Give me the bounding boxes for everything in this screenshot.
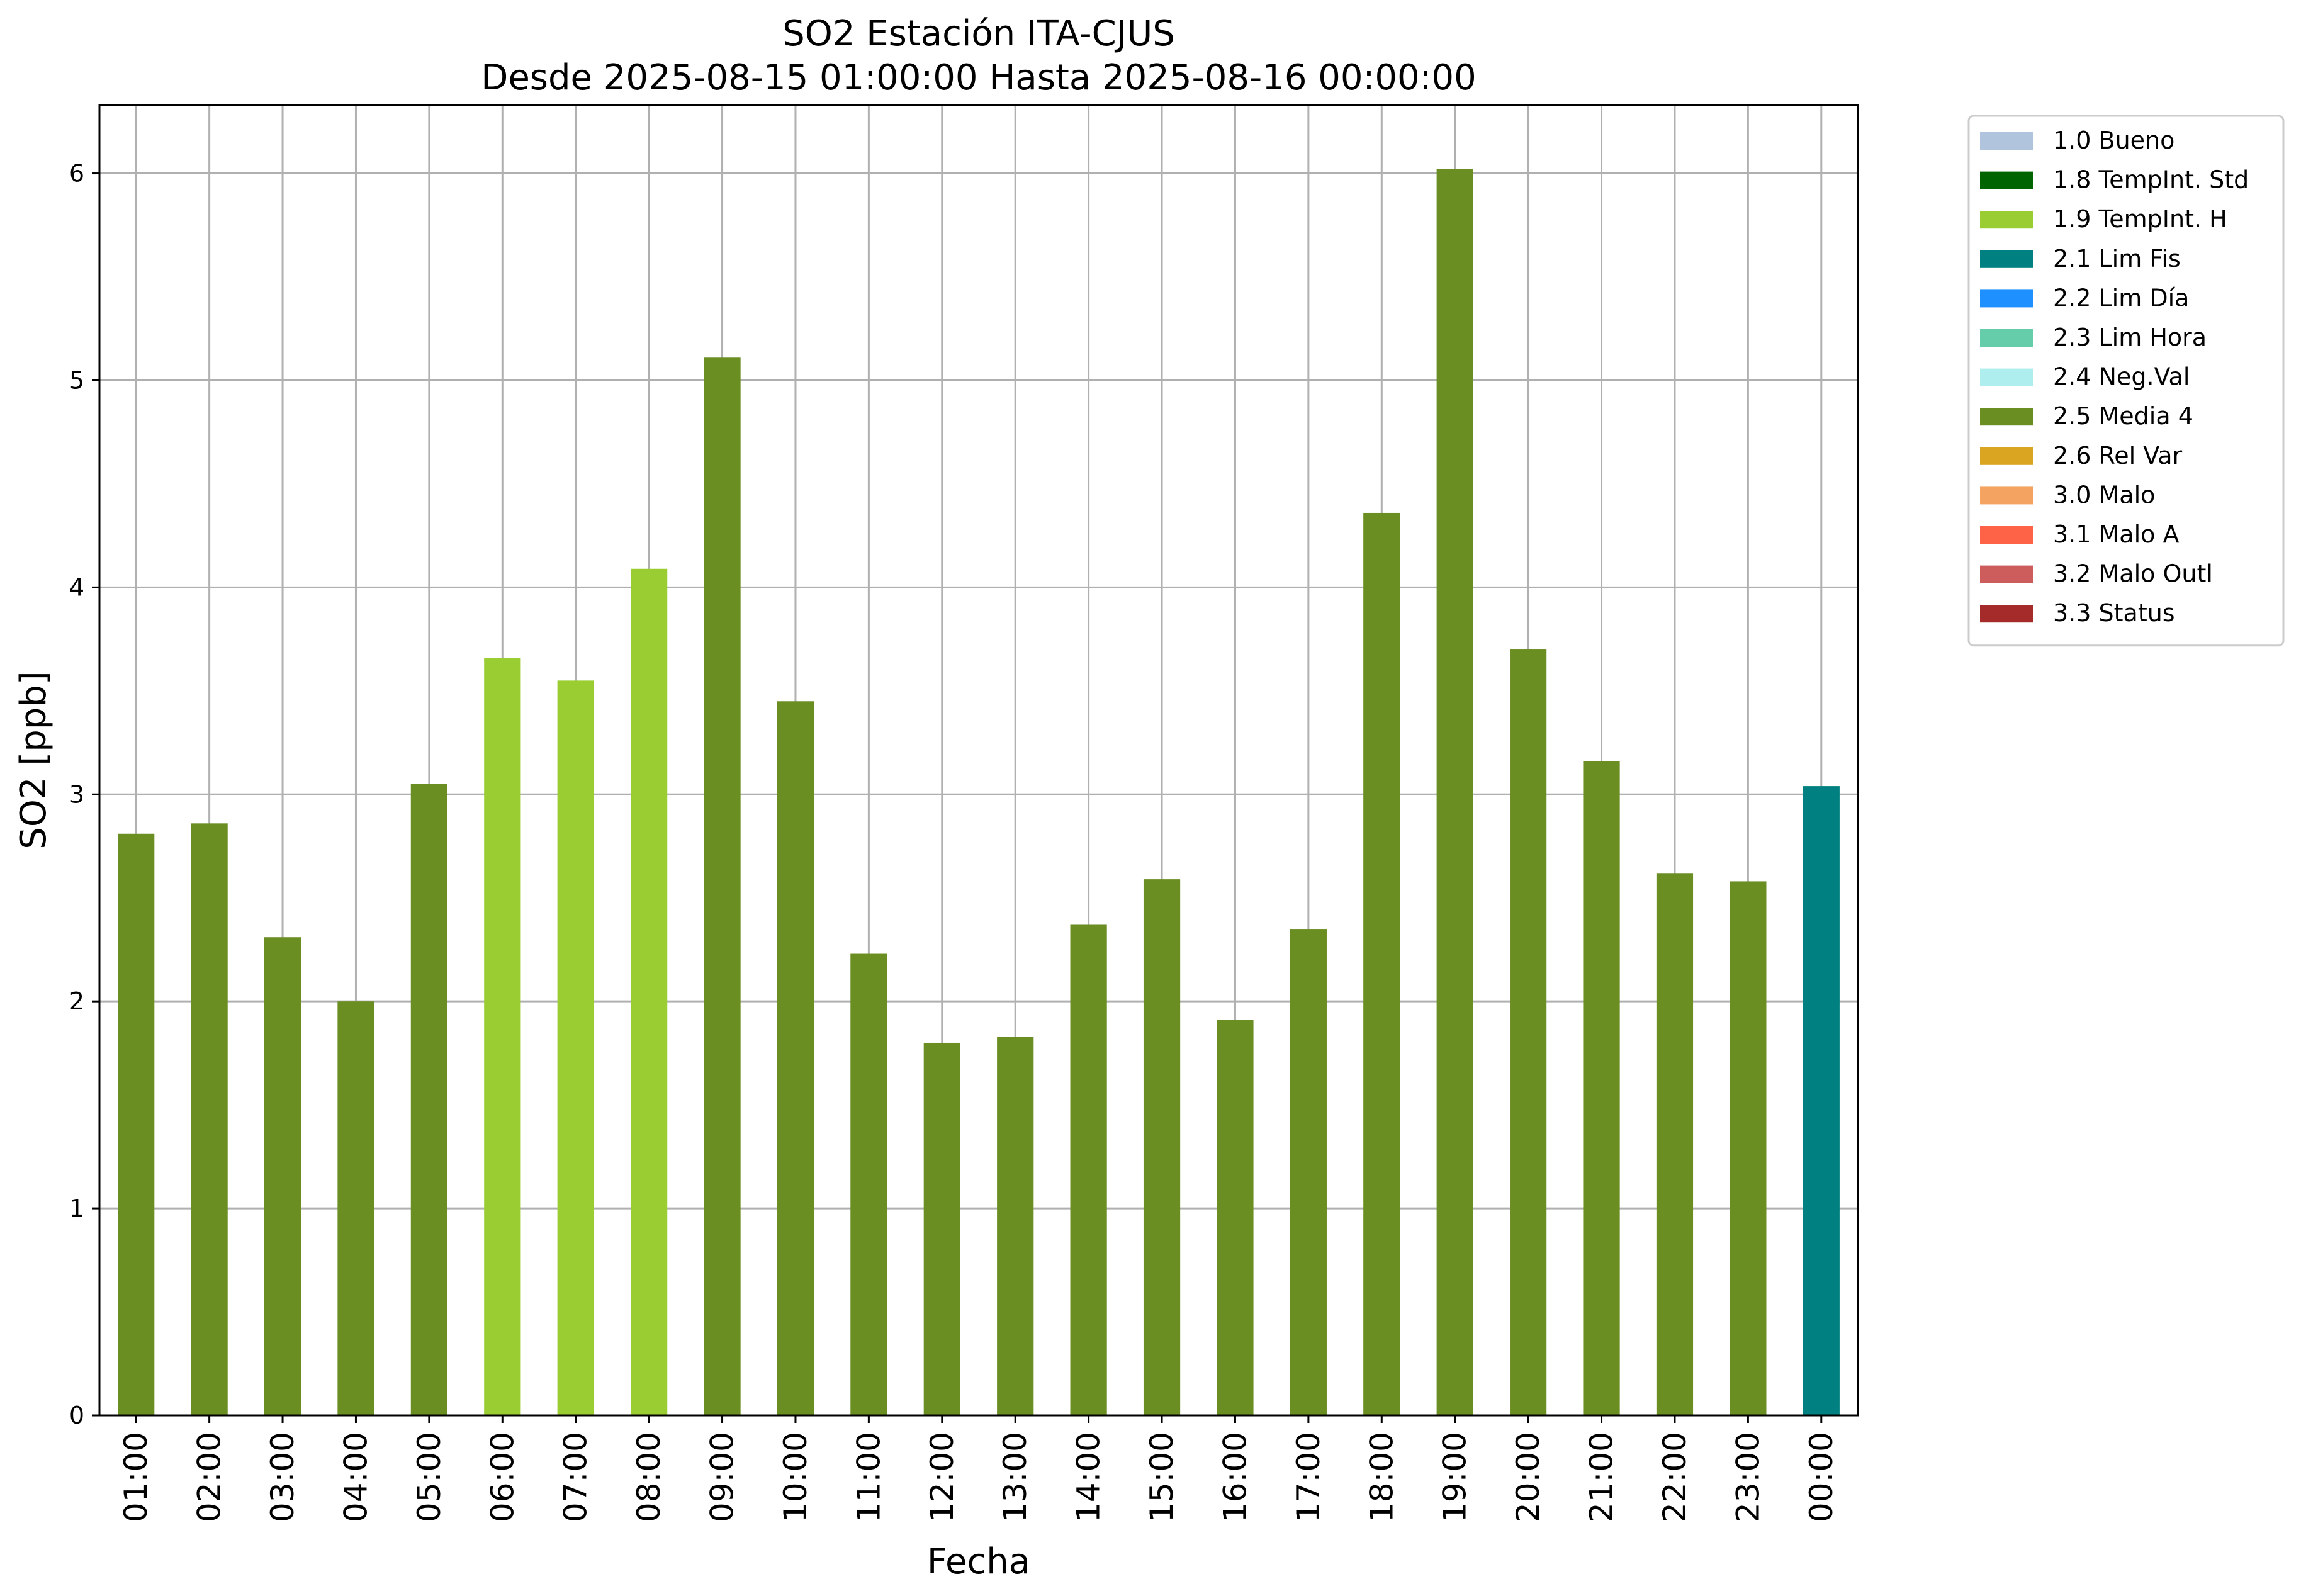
bars xyxy=(118,169,1840,1415)
legend-label: 1.8 TempInt. Std xyxy=(2053,166,2249,194)
x-tick-label: 17:00 xyxy=(1290,1432,1327,1522)
x-tick-label: 07:00 xyxy=(558,1432,594,1522)
y-tick-label: 0 xyxy=(69,1402,84,1429)
legend-box xyxy=(1967,115,2285,647)
legend-swatch xyxy=(1980,408,2033,426)
legend-label: 3.3 Status xyxy=(2053,599,2175,627)
bar-0400 xyxy=(337,1001,374,1415)
legend-label: 1.0 Bueno xyxy=(2053,126,2174,154)
x-tick-label: 18:00 xyxy=(1363,1432,1400,1522)
x-tick-label: 06:00 xyxy=(484,1432,520,1522)
bar-1000 xyxy=(777,701,814,1415)
legend-swatch xyxy=(1980,211,2033,229)
legend-swatch xyxy=(1980,171,2033,189)
bar-2300 xyxy=(1730,881,1767,1415)
bar-2000 xyxy=(1510,649,1547,1415)
x-tick-label: 19:00 xyxy=(1437,1432,1473,1522)
x-tick-label: 15:00 xyxy=(1144,1432,1180,1522)
legend-label: 3.2 Malo Outl xyxy=(2053,560,2213,588)
legend-label: 3.1 Malo A xyxy=(2053,520,2179,548)
chart-subtitle: Desde 2025-08-15 01:00:00 Hasta 2025-08-… xyxy=(481,57,1477,98)
x-axis-label: Fecha xyxy=(927,1541,1030,1582)
legend-swatch xyxy=(1980,368,2033,386)
bar-0700 xyxy=(557,680,594,1415)
x-tick-label: 16:00 xyxy=(1217,1432,1253,1522)
y-axis: 0 1 2 3 4 5 6 xyxy=(69,160,99,1429)
bar-0000 xyxy=(1803,786,1840,1415)
x-tick-label: 22:00 xyxy=(1657,1432,1693,1522)
bar-0500 xyxy=(410,784,447,1415)
bar-0600 xyxy=(484,658,521,1415)
y-tick-label: 6 xyxy=(69,160,84,188)
x-tick-label: 01:00 xyxy=(118,1432,154,1522)
x-tick-label: 13:00 xyxy=(997,1432,1033,1522)
x-tick-label: 08:00 xyxy=(631,1432,667,1522)
legend-label: 2.5 Media 4 xyxy=(2053,402,2193,430)
y-tick-label: 5 xyxy=(69,366,84,394)
y-tick-label: 2 xyxy=(69,987,84,1015)
bar-2200 xyxy=(1656,873,1694,1415)
bar-1700 xyxy=(1290,929,1327,1415)
legend-swatch xyxy=(1980,605,2033,623)
x-tick-label: 14:00 xyxy=(1071,1432,1107,1522)
bar-1500 xyxy=(1143,879,1181,1415)
x-tick-label: 21:00 xyxy=(1584,1432,1620,1522)
bar-0900 xyxy=(704,357,741,1415)
bar-1600 xyxy=(1217,1020,1254,1415)
legend: 1.0 Bueno 1.8 TempInt. Std 1.9 TempInt. H 2… xyxy=(1967,115,2285,647)
legend-swatch xyxy=(1980,565,2033,583)
bar-1200 xyxy=(923,1042,960,1415)
x-tick-label: 02:00 xyxy=(191,1432,228,1522)
legend-swatch xyxy=(1980,447,2033,465)
legend-swatch xyxy=(1980,250,2033,268)
legend-swatch xyxy=(1980,329,2033,347)
legend-label: 1.9 TempInt. H xyxy=(2053,205,2227,233)
plot-frame xyxy=(98,104,1859,1417)
legend-label: 2.6 Rel Var xyxy=(2053,442,2183,469)
y-tick-label: 4 xyxy=(69,573,84,601)
legend-label: 2.4 Neg.Val xyxy=(2053,363,2190,391)
y-axis-label: SO2 [ppb] xyxy=(13,671,54,849)
x-tick-label: 00:00 xyxy=(1803,1432,1840,1522)
legend-label: 3.0 Malo xyxy=(2053,481,2155,509)
legend-swatch xyxy=(1980,132,2033,150)
y-tick-label: 1 xyxy=(69,1194,84,1222)
bar-0200 xyxy=(191,823,228,1415)
legend-label: 2.3 Lim Hora xyxy=(2053,323,2207,351)
bar-0100 xyxy=(118,833,155,1415)
bar-1900 xyxy=(1436,169,1473,1415)
legend-swatch xyxy=(1980,526,2033,544)
x-tick-label: 10:00 xyxy=(777,1432,814,1522)
bar-1400 xyxy=(1070,924,1107,1415)
bar-1800 xyxy=(1363,512,1400,1415)
x-tick-label: 20:00 xyxy=(1510,1432,1546,1522)
legend-swatch xyxy=(1980,289,2033,308)
bar-1300 xyxy=(997,1037,1034,1415)
x-tick-label: 03:00 xyxy=(264,1432,301,1522)
y-tick-label: 3 xyxy=(69,780,84,808)
bar-0800 xyxy=(631,568,668,1415)
legend-label: 2.1 Lim Fis xyxy=(2053,245,2181,273)
x-tick-label: 23:00 xyxy=(1730,1432,1766,1522)
x-tick-label: 09:00 xyxy=(704,1432,741,1522)
chart-title: SO2 Estación ITA-CJUS xyxy=(782,13,1175,54)
legend-label: 2.2 Lim Día xyxy=(2053,284,2189,312)
x-tick-label: 04:00 xyxy=(337,1432,374,1522)
bar-1100 xyxy=(850,953,887,1415)
legend-swatch xyxy=(1980,486,2033,505)
x-tick-label: 12:00 xyxy=(924,1432,960,1522)
x-axis: 01:00 02:00 03:00 04:00 05:00 06:00 07:00 08:00… xyxy=(118,1415,1840,1522)
x-tick-label: 11:00 xyxy=(850,1432,887,1522)
x-tick-label: 05:00 xyxy=(411,1432,447,1522)
bar-0300 xyxy=(264,937,301,1415)
bar-2100 xyxy=(1583,761,1620,1415)
